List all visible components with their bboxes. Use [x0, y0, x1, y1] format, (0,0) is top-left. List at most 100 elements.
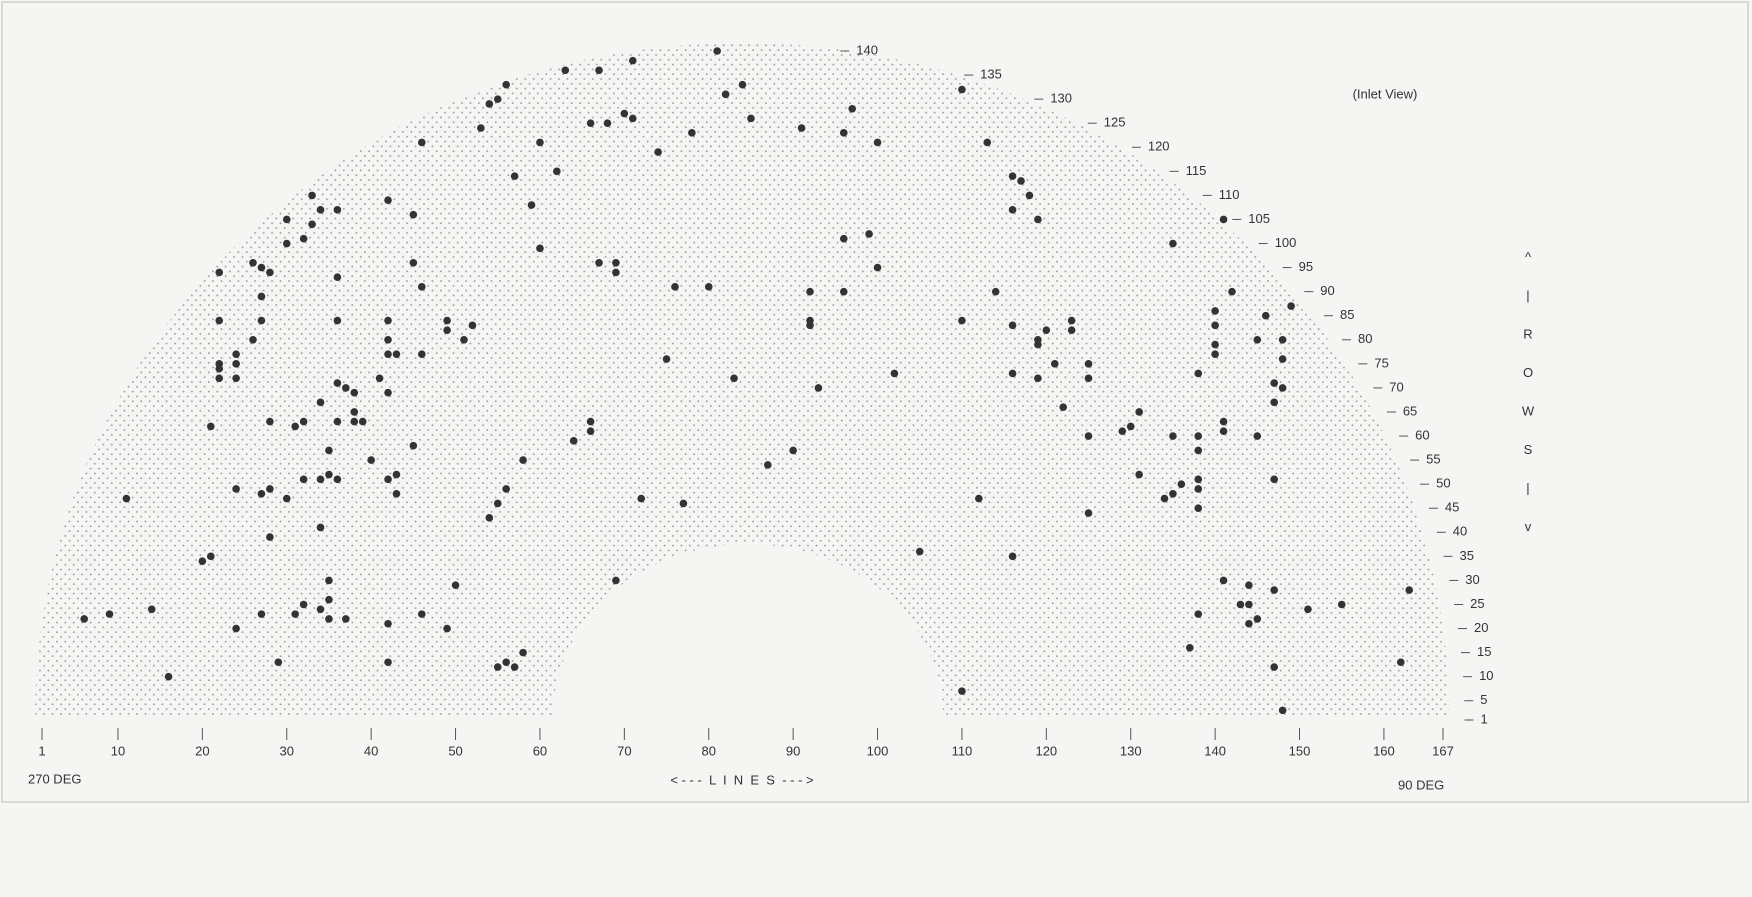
plugged-tube [1287, 302, 1295, 310]
plugged-tube [342, 615, 350, 623]
plugged-tube [232, 350, 240, 359]
plugged-tube [1194, 432, 1203, 440]
y-axis-label: W [1522, 403, 1535, 418]
left-label: 270 DEG [28, 771, 81, 786]
annotation: (Inlet View) [1353, 86, 1418, 101]
plugged-tube [1008, 552, 1017, 561]
plugged-tube [586, 417, 595, 426]
plugged-tube [417, 610, 426, 618]
y-tick-label: 25 [1470, 596, 1484, 611]
frame [1, 1, 1749, 803]
y-tick-label: 70 [1389, 379, 1403, 394]
plugged-tube [266, 485, 274, 493]
plugged-tube [266, 533, 274, 541]
plugged-tube [671, 283, 679, 291]
plugged-tube [485, 514, 494, 522]
plugged-tube [603, 119, 612, 127]
plugged-tube [806, 321, 814, 330]
plugged-tube [316, 206, 325, 214]
plugged-tube [333, 273, 342, 282]
y-axis-label: ^ [1525, 249, 1532, 264]
plugged-tube [1008, 172, 1017, 180]
plugged-tube [1270, 379, 1279, 387]
plugged-tube [797, 124, 806, 132]
plugged-tube [1084, 509, 1093, 517]
plugged-tube [392, 350, 401, 359]
plugged-tube [460, 335, 468, 344]
x-tick-label: 90 [786, 743, 800, 758]
plugged-tube [1084, 432, 1093, 440]
plugged-tube [1186, 644, 1194, 652]
plugged-tube [316, 398, 325, 407]
plugged-tube [232, 485, 240, 493]
plugged-tube [257, 263, 266, 272]
plugged-tube [1211, 321, 1219, 330]
plugged-tube [510, 172, 519, 180]
plugged-tube [1245, 581, 1253, 590]
plugged-tube [384, 475, 392, 484]
plugged-tube [536, 138, 544, 147]
plugged-tube [350, 417, 359, 426]
plugged-tube [730, 374, 738, 383]
plugged-tube [367, 456, 375, 464]
y-tick-label: 1 [1481, 711, 1488, 726]
plugged-tube [958, 316, 966, 325]
x-tick-label: 80 [702, 743, 716, 758]
plugged-tube [257, 610, 266, 618]
y-tick-label: 125 [1104, 115, 1126, 130]
plugged-tube [1169, 432, 1177, 440]
plugged-tube [519, 648, 527, 657]
plugged-tube [1042, 326, 1051, 334]
plugged-tube [232, 624, 240, 633]
plugged-tube [1135, 470, 1143, 479]
plugged-tube [688, 129, 696, 137]
plugged-tube [333, 206, 342, 214]
plugged-tube [1219, 576, 1228, 585]
plugged-tube [612, 268, 620, 277]
y-tick-label: 55 [1426, 452, 1440, 467]
plugged-tube [839, 234, 848, 243]
plugged-tube [839, 287, 848, 296]
plugged-tube [1008, 206, 1017, 214]
x-tick-label: 40 [364, 743, 378, 758]
plugged-tube [282, 494, 291, 503]
plugged-tube [704, 283, 713, 291]
plugged-tube [342, 384, 350, 392]
plugged-tube [502, 80, 510, 89]
y-tick-label: 15 [1477, 644, 1491, 659]
y-tick-label: 20 [1474, 620, 1488, 635]
plugged-tube [620, 109, 629, 118]
plugged-tube [958, 687, 966, 695]
plugged-tube [1194, 504, 1203, 513]
plugged-tube [308, 220, 316, 229]
plugged-tube [493, 499, 502, 508]
plugged-tube [350, 388, 359, 397]
plugged-tube [325, 576, 333, 585]
plugged-tube [232, 360, 240, 368]
x-tick-label: 1 [38, 743, 45, 758]
plugged-tube [1253, 432, 1262, 440]
plugged-tube [1067, 316, 1076, 325]
plugged-tube [1304, 605, 1312, 614]
plugged-tube [291, 610, 299, 618]
plugged-tube [764, 461, 772, 469]
tubesheet [35, 43, 1449, 716]
plugged-tube [1126, 422, 1135, 431]
plugged-tube [502, 485, 510, 493]
plugged-tube [1034, 215, 1042, 224]
plugged-tube [1118, 427, 1127, 436]
plugged-tube [299, 600, 308, 609]
plugged-tube [519, 456, 527, 464]
x-tick-label: 167 [1432, 743, 1454, 758]
plugged-tube [738, 80, 747, 89]
plugged-tube [282, 239, 291, 248]
plugged-tube [443, 624, 451, 633]
plugged-tube [561, 66, 570, 75]
plugged-tube [1050, 360, 1059, 368]
y-tick-label: 90 [1320, 283, 1334, 298]
plugged-tube [586, 119, 595, 127]
plugged-tube [409, 210, 418, 219]
plugged-tube [1169, 239, 1177, 248]
plugged-tube [215, 364, 224, 373]
